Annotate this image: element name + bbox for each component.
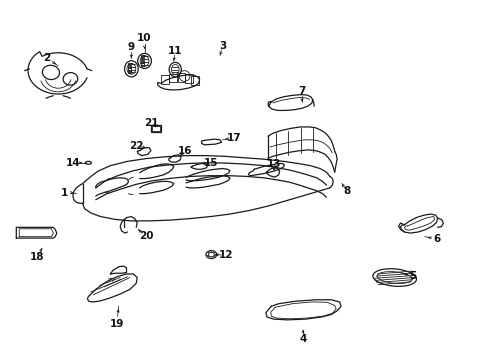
Bar <box>141 58 144 60</box>
Bar <box>151 125 160 132</box>
Text: 9: 9 <box>127 42 135 52</box>
Bar <box>191 76 199 85</box>
Text: 22: 22 <box>129 141 143 151</box>
Bar <box>128 68 131 71</box>
Text: 13: 13 <box>266 159 281 169</box>
Text: 21: 21 <box>144 118 159 128</box>
Text: 11: 11 <box>168 46 182 56</box>
Bar <box>128 63 131 65</box>
Text: 6: 6 <box>432 234 440 244</box>
Text: 7: 7 <box>298 86 305 96</box>
Text: 20: 20 <box>139 231 153 240</box>
Text: 1: 1 <box>61 188 67 198</box>
Bar <box>141 63 144 66</box>
Bar <box>152 126 159 131</box>
Bar <box>141 60 144 63</box>
Text: 3: 3 <box>219 41 226 50</box>
Text: 12: 12 <box>218 250 233 260</box>
Text: 19: 19 <box>109 319 123 329</box>
Bar <box>177 73 185 82</box>
Text: 8: 8 <box>343 186 350 197</box>
Text: 15: 15 <box>203 158 218 168</box>
Bar <box>141 55 144 57</box>
Bar <box>128 71 131 73</box>
Text: 18: 18 <box>30 252 44 262</box>
Text: 14: 14 <box>65 158 80 168</box>
Text: 2: 2 <box>43 53 51 63</box>
Bar <box>169 74 177 82</box>
Text: 16: 16 <box>178 146 192 156</box>
Bar <box>161 75 168 84</box>
Text: 10: 10 <box>137 33 151 43</box>
Text: 17: 17 <box>226 133 241 143</box>
Text: 5: 5 <box>408 271 415 281</box>
Bar <box>128 66 131 68</box>
Bar <box>185 74 193 83</box>
Text: 4: 4 <box>299 333 306 343</box>
